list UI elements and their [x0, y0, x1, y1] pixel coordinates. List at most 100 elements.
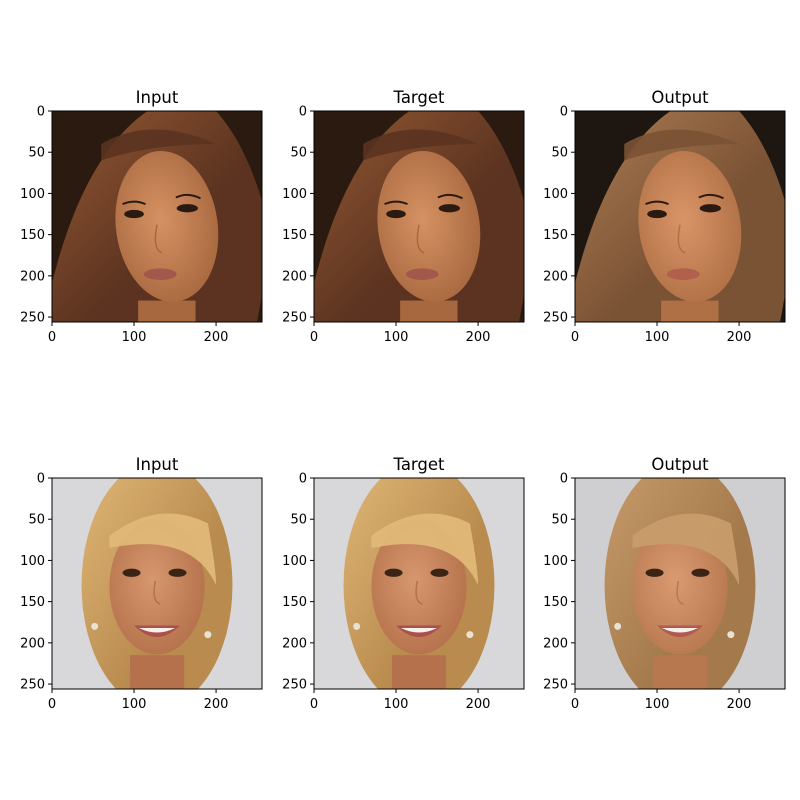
- portrait-image: [314, 111, 524, 322]
- nose: [415, 580, 423, 605]
- y-tick-label: 250: [282, 311, 307, 326]
- right-eye: [691, 568, 710, 577]
- y-tick-label: 150: [282, 595, 307, 610]
- face: [371, 519, 467, 655]
- y-tick-label: 200: [282, 269, 307, 284]
- neck: [138, 300, 196, 322]
- x-tick-label: 0: [310, 697, 318, 712]
- x-tick-label: 100: [122, 330, 147, 345]
- y-tick-label: 150: [543, 595, 568, 610]
- right-brow: [175, 193, 201, 200]
- neck: [400, 300, 458, 322]
- left-eye: [386, 209, 406, 219]
- left-brow: [384, 200, 408, 206]
- y-tick-label: 100: [282, 187, 307, 202]
- earring-right: [727, 631, 735, 639]
- x-tick-label: 200: [466, 330, 491, 345]
- subplot-title: Target: [392, 455, 445, 474]
- face: [115, 150, 219, 302]
- subplot-title: Output: [651, 88, 709, 107]
- y-tick-label: 250: [543, 311, 568, 326]
- face: [109, 519, 205, 655]
- teeth: [138, 628, 176, 633]
- y-tick-label: 50: [28, 146, 45, 161]
- earring-left: [353, 622, 361, 630]
- subplot-title: Target: [392, 88, 445, 107]
- neck: [652, 655, 708, 689]
- nose: [416, 224, 425, 254]
- left-brow: [645, 200, 669, 206]
- axes-frame: [313, 477, 525, 690]
- y-tick-label: 0: [560, 105, 568, 120]
- y-tick-label: 0: [299, 105, 307, 120]
- y-tick-label: 100: [282, 554, 307, 569]
- portrait-image: [52, 111, 262, 322]
- y-tick-label: 0: [299, 472, 307, 487]
- nose: [676, 580, 684, 605]
- face: [638, 150, 742, 302]
- hair-fringe: [363, 129, 479, 161]
- subplot-title: Input: [136, 455, 179, 474]
- y-tick-label: 200: [20, 636, 45, 651]
- y-tick-label: 200: [20, 269, 45, 284]
- x-tick-label: 200: [204, 330, 229, 345]
- teeth: [661, 628, 699, 633]
- x-tick-label: 100: [645, 697, 670, 712]
- x-tick-label: 0: [48, 330, 56, 345]
- right-eye: [430, 568, 449, 577]
- right-brow: [437, 193, 463, 200]
- y-tick-label: 200: [543, 636, 568, 651]
- right-eye: [176, 204, 199, 213]
- x-tick-label: 0: [310, 330, 318, 345]
- left-eye: [384, 568, 403, 577]
- lips: [666, 268, 700, 280]
- hair-fringe: [624, 129, 740, 161]
- axes-frame: [574, 110, 786, 323]
- y-tick-label: 0: [560, 472, 568, 487]
- x-tick-label: 200: [466, 697, 491, 712]
- y-tick-label: 50: [551, 146, 568, 161]
- neck: [661, 300, 719, 322]
- x-tick-label: 200: [727, 697, 752, 712]
- y-tick-label: 150: [20, 228, 45, 243]
- y-tick-label: 100: [20, 187, 45, 202]
- x-tick-label: 200: [204, 697, 229, 712]
- y-tick-label: 250: [20, 311, 45, 326]
- x-tick-label: 0: [48, 697, 56, 712]
- axes-frame: [313, 110, 525, 323]
- subplot-title: Input: [136, 88, 179, 107]
- y-tick-label: 100: [20, 554, 45, 569]
- left-brow: [122, 200, 146, 206]
- y-tick-label: 0: [37, 472, 45, 487]
- left-eye: [122, 568, 141, 577]
- y-tick-label: 250: [543, 678, 568, 693]
- earring-right: [204, 631, 212, 639]
- hair-bangs: [632, 513, 740, 586]
- hair-bangs: [371, 513, 479, 586]
- y-tick-label: 150: [543, 228, 568, 243]
- y-tick-label: 200: [282, 636, 307, 651]
- y-tick-label: 150: [282, 228, 307, 243]
- earring-left: [91, 622, 99, 630]
- earring-right: [466, 631, 474, 639]
- x-tick-label: 100: [645, 330, 670, 345]
- y-tick-label: 50: [290, 513, 307, 528]
- teeth: [400, 628, 438, 633]
- right-eye: [168, 568, 187, 577]
- lips: [143, 268, 177, 280]
- portrait-image: [575, 478, 785, 689]
- nose: [154, 224, 163, 254]
- portrait-image: [314, 478, 524, 689]
- y-tick-label: 0: [37, 105, 45, 120]
- neck: [391, 655, 447, 689]
- x-tick-label: 100: [384, 330, 409, 345]
- nose: [153, 580, 161, 605]
- right-brow: [698, 193, 724, 200]
- right-eye: [699, 204, 722, 213]
- y-tick-label: 50: [290, 146, 307, 161]
